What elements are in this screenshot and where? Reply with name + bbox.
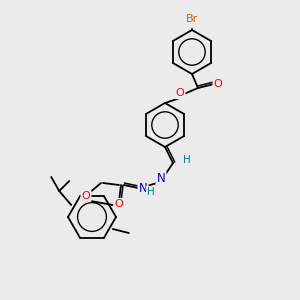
Text: O: O <box>82 191 90 201</box>
Text: Br: Br <box>186 14 198 24</box>
Text: O: O <box>176 88 184 98</box>
Text: H: H <box>147 187 155 197</box>
Text: O: O <box>115 199 123 209</box>
Text: H: H <box>183 155 191 165</box>
Text: N: N <box>139 182 147 196</box>
Text: O: O <box>214 79 222 89</box>
Text: N: N <box>157 172 165 185</box>
